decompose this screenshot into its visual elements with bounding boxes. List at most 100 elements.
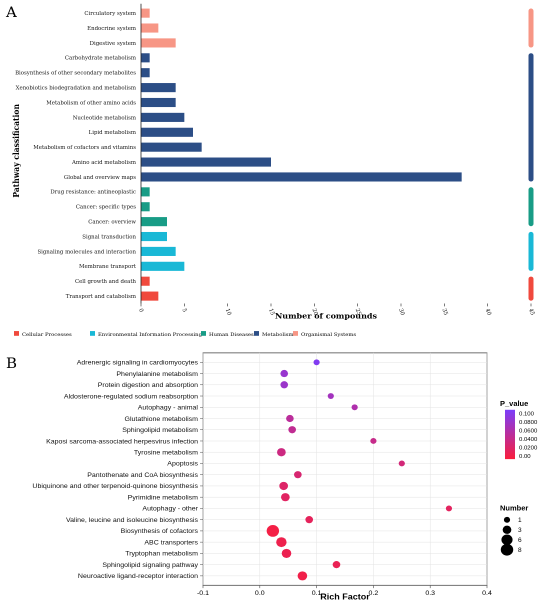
size-legend-label: 3 [518, 527, 522, 534]
point [279, 481, 289, 491]
group-strip [528, 187, 534, 227]
pathway-label: Pantothenate and CoA biosynthesis [87, 472, 198, 479]
size-legend-label: 1 [518, 517, 522, 524]
point [327, 393, 334, 399]
bar-3 [141, 53, 150, 63]
x-tick-label-b: 0.4 [482, 590, 492, 597]
legend-label: Human Diseases [209, 332, 254, 338]
pathway-label: Tyrosine metabolism [134, 450, 198, 457]
pathway-label: Sphingolipid metabolism [122, 427, 198, 434]
pathway-label: Adrenergic signaling in cardiomyocytes [77, 360, 199, 367]
pathway-label: Glutathione metabolism [125, 416, 199, 423]
x-axis-label-a: Number of compounds [275, 312, 378, 321]
category-label: Cancer: overview [88, 220, 136, 226]
pathway-label: Apoptosis [167, 461, 198, 468]
pathway-label: Protein digestion and absorption [98, 382, 198, 389]
category-label: Cell growth and death [75, 279, 137, 285]
panel-a: A Pathway classification Number of compo… [5, 3, 535, 338]
point [280, 369, 289, 378]
category-label: Nucleotide metabolism [73, 115, 136, 121]
x-tick-label-a: 25 [354, 308, 362, 316]
x-tick-label-a: 5 [180, 308, 187, 313]
point [280, 381, 289, 389]
category-label: Digestive system [90, 41, 136, 47]
bar-2 [141, 38, 176, 48]
point [398, 460, 405, 467]
group-strip [528, 53, 534, 182]
legend-label: Cellular Processes [22, 332, 72, 338]
group-strip [528, 231, 534, 271]
color-legend-tick: 0.00 [519, 454, 531, 460]
point [281, 493, 290, 502]
x-tick-label-b: 0.0 [255, 590, 265, 597]
pathway-label: Pyrimidine metabolism [128, 495, 199, 502]
x-tick-label-b: 0.3 [425, 590, 435, 597]
point [277, 448, 286, 457]
category-label: Signal transduction [82, 235, 136, 241]
plot-frame-b [202, 352, 488, 586]
category-label: Biosynthesis of other secondary metaboli… [15, 71, 136, 77]
bar-4 [141, 68, 150, 78]
bar-17 [141, 261, 185, 271]
bar-14 [141, 217, 167, 227]
bar-6 [141, 97, 176, 108]
pathway-labels-b: Adrenergic signaling in cardiomyocytes Ph… [32, 360, 203, 580]
group-strip [528, 8, 534, 48]
bars-a [140, 3, 462, 304]
category-label: Membrane transport [79, 264, 137, 270]
bar-18 [141, 276, 150, 286]
category-label: Global and overview maps [64, 175, 136, 181]
legend-a: Cellular Processes Environmental Informat… [14, 331, 356, 338]
bar-16 [141, 246, 176, 256]
x-tick-label-a: 15 [267, 308, 275, 316]
color-legend-tick: 0.0600 [519, 429, 538, 435]
bar-5 [141, 83, 176, 93]
category-label: Lipid metabolism [89, 130, 136, 136]
x-tick-label-a: 20 [310, 308, 318, 317]
category-label: Xenobiotics biodegradation and metabolis… [16, 86, 136, 92]
point [351, 404, 358, 411]
pathway-label: ABC transporters [144, 540, 198, 547]
pathway-label: Phenylalanine metabolism [116, 371, 198, 378]
color-legend-ticks: 0.100 0.0800 0.0600 0.0400 0.0200 0.00 [519, 412, 538, 461]
size-legend-label: 6 [518, 537, 522, 544]
bar-8 [141, 127, 193, 137]
pathway-label: Autophagy - animal [138, 405, 199, 412]
point [286, 414, 294, 423]
bar-12 [141, 187, 150, 197]
group-strip [528, 276, 534, 301]
bar-1 [141, 23, 159, 33]
point [276, 537, 287, 548]
point [288, 426, 296, 434]
category-label: Metabolism of cofactors and vitamins [33, 145, 136, 151]
bar-13 [141, 202, 150, 212]
point [370, 438, 377, 444]
size-legend-b: Number 1 3 6 8 [500, 504, 528, 556]
bar-15 [141, 231, 167, 242]
legend-swatch [201, 331, 206, 336]
category-label: Cancer: specific types [76, 205, 136, 211]
size-legend-items: 1 3 6 8 [500, 516, 522, 556]
grid-b [202, 352, 488, 586]
size-legend-label: 8 [518, 547, 522, 554]
bar-10 [141, 157, 271, 167]
category-label: Transport and catabolism [66, 294, 136, 300]
category-label: Drug resistance: antineoplastic [50, 190, 136, 196]
x-axis-a: 0 5 10 15 20 25 30 35 40 45 [137, 303, 535, 317]
x-tick-label-a: 0 [137, 308, 144, 314]
legend-label: Metabolism [262, 332, 294, 338]
category-label: Signaling molecules and interaction [37, 249, 136, 255]
points-b [266, 359, 453, 581]
y-axis-label-a: Pathway classification [12, 104, 21, 198]
legend-label: Environmental Information Processing [98, 332, 203, 338]
color-legend-tick: 0.0200 [519, 446, 538, 452]
x-tick-label-a: 10 [224, 308, 232, 317]
point [281, 548, 292, 558]
point [313, 359, 320, 366]
x-axis-label-b: Rich Factor [320, 592, 370, 602]
bar-9 [141, 142, 202, 152]
x-tick-label-b: 0.2 [369, 590, 379, 597]
point [332, 561, 341, 569]
pathway-label: Kaposi sarcoma-associated herpesvirus in… [46, 438, 198, 445]
